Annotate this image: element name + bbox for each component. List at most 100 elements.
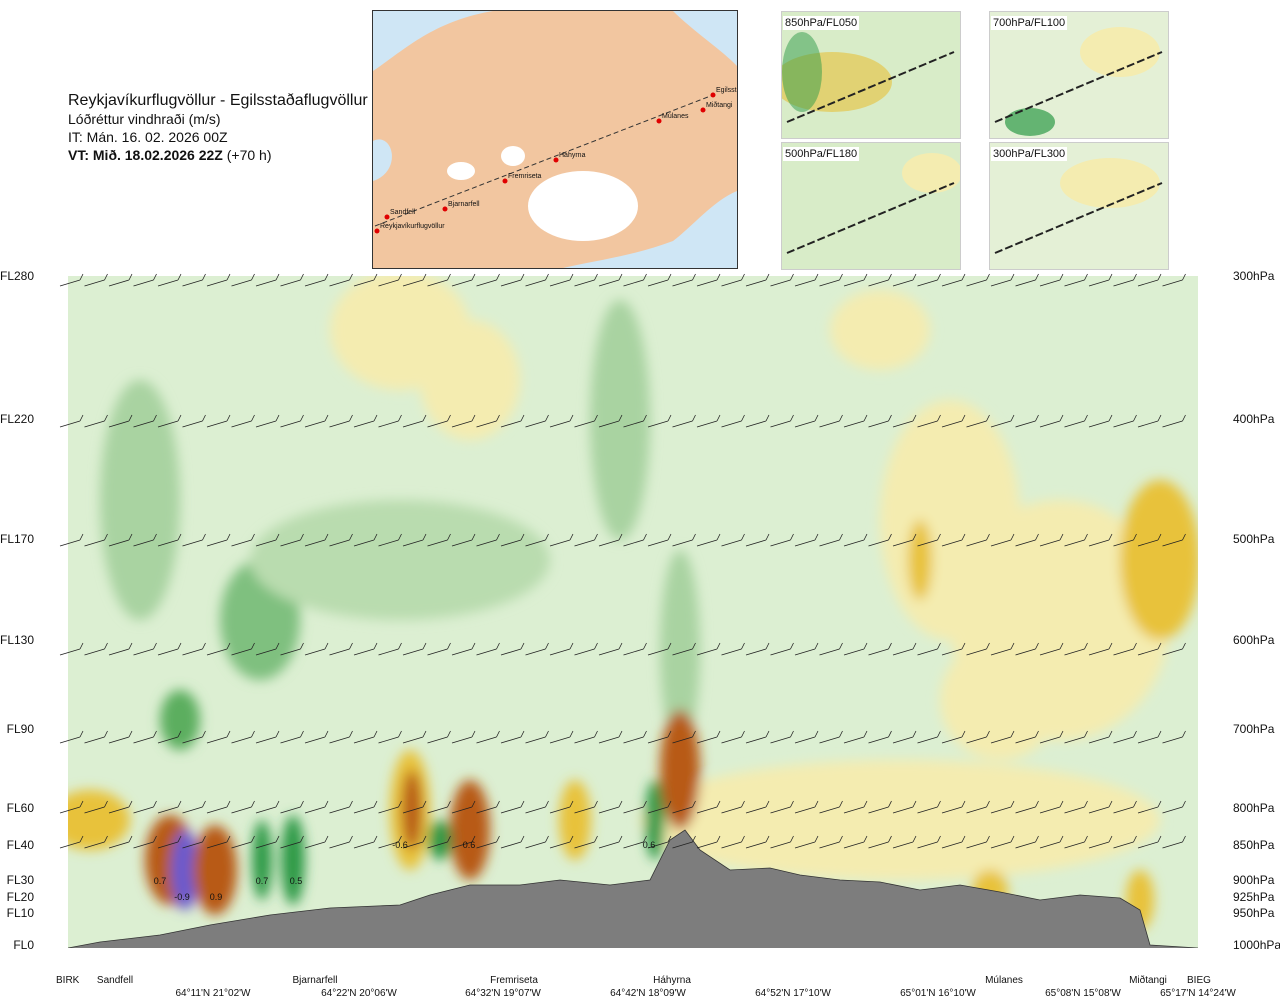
- barb-flag: [692, 642, 696, 650]
- barb-flag: [153, 414, 157, 422]
- wind-barb: [966, 642, 990, 656]
- wind-barb: [304, 533, 329, 547]
- barb-staff: [941, 806, 963, 814]
- barb-flag: [202, 730, 206, 738]
- barb-flag: [300, 835, 304, 843]
- barb-flag: [716, 273, 721, 281]
- contour-label: 0.6: [463, 840, 476, 850]
- barb-staff: [500, 806, 522, 814]
- wind-barb: [182, 414, 206, 428]
- barb-staff: [525, 420, 546, 428]
- barb-staff: [647, 279, 669, 287]
- barb-flag: [765, 414, 770, 422]
- barb-staff: [574, 648, 595, 656]
- wind-barb: [966, 273, 990, 287]
- wind-barb: [843, 835, 868, 849]
- field-blob: [160, 690, 200, 750]
- barb-staff: [1039, 648, 1061, 656]
- barb-flag: [275, 533, 280, 541]
- barb-flag: [643, 800, 647, 808]
- barb-flag: [1108, 800, 1113, 808]
- barb-staff: [206, 539, 228, 547]
- wind-barb: [819, 642, 843, 656]
- barb-flag: [594, 414, 598, 422]
- barb-staff: [84, 279, 105, 287]
- barb-flag: [1182, 730, 1186, 738]
- wind-barb: [231, 800, 255, 814]
- barb-flag: [790, 414, 794, 422]
- waypoint-dot: [553, 157, 559, 163]
- wind-barb: [966, 533, 990, 547]
- barb-staff: [623, 648, 644, 656]
- wind-barb: [231, 414, 255, 428]
- wind-barb: [598, 730, 623, 744]
- field-blob: [1120, 480, 1198, 640]
- barb-flag: [251, 835, 255, 843]
- contour-label: -0.9: [174, 892, 190, 902]
- barb-staff: [231, 279, 252, 287]
- barb-staff: [966, 648, 987, 656]
- barb-flag: [373, 533, 378, 541]
- wind-barb: [966, 835, 990, 849]
- barb-flag: [937, 730, 941, 738]
- barb-staff: [598, 279, 620, 287]
- barb-staff: [819, 841, 840, 849]
- x-point-label: BIRK: [56, 975, 80, 986]
- barb-staff: [476, 736, 497, 744]
- barb-staff: [133, 806, 154, 814]
- barb-staff: [206, 420, 228, 428]
- level-label-right: 700hPa: [1233, 722, 1275, 736]
- barb-flag: [961, 730, 966, 738]
- barb-flag: [1059, 642, 1064, 650]
- barb-flag: [888, 642, 892, 650]
- barb-flag: [1157, 800, 1162, 808]
- wind-barb: [892, 533, 917, 547]
- barb-staff: [108, 806, 130, 814]
- barb-staff: [476, 648, 497, 656]
- barb-flag: [814, 533, 819, 541]
- wind-barb: [770, 533, 794, 547]
- barb-flag: [765, 800, 770, 808]
- barb-flag: [1084, 730, 1088, 738]
- glacier-hofsjokull: [501, 146, 525, 166]
- barb-staff: [329, 736, 350, 744]
- wind-barb: [770, 273, 794, 287]
- barb-flag: [667, 835, 672, 843]
- barb-staff: [721, 736, 742, 744]
- wind-barb: [108, 533, 133, 547]
- barb-flag: [520, 533, 525, 541]
- barb-staff: [598, 420, 620, 428]
- wind-barb: [329, 533, 353, 547]
- barb-staff: [966, 279, 987, 287]
- barb-flag: [104, 800, 108, 808]
- barb-staff: [819, 806, 840, 814]
- barb-flag: [79, 642, 84, 650]
- barb-flag: [202, 800, 206, 808]
- barb-staff: [941, 420, 963, 428]
- wind-barb: [745, 730, 770, 744]
- waypoint-dot: [442, 206, 448, 212]
- barb-flag: [1059, 730, 1064, 738]
- x-coord-label: 64°52'N 17°10'W: [755, 988, 831, 999]
- mini-map-500-svg: [782, 143, 960, 269]
- wind-barb: [696, 414, 721, 428]
- bay-shape: [373, 139, 392, 181]
- barb-flag: [912, 730, 917, 738]
- barb-flag: [251, 642, 255, 650]
- wind-barb: [574, 273, 598, 287]
- barb-flag: [349, 273, 353, 281]
- wind-barb: [1162, 273, 1186, 287]
- barb-flag: [398, 642, 402, 650]
- barb-flag: [569, 730, 574, 738]
- barb-flag: [1108, 642, 1113, 650]
- barb-flag: [1084, 414, 1088, 422]
- wind-barb: [843, 800, 868, 814]
- barb-flag: [104, 730, 108, 738]
- wind-barb: [574, 533, 598, 547]
- barb-flag: [692, 273, 696, 281]
- field-blob: [193, 825, 237, 915]
- wind-barb: [990, 835, 1015, 849]
- barb-staff: [574, 736, 595, 744]
- wind-barb: [941, 730, 966, 744]
- barb-flag: [300, 800, 304, 808]
